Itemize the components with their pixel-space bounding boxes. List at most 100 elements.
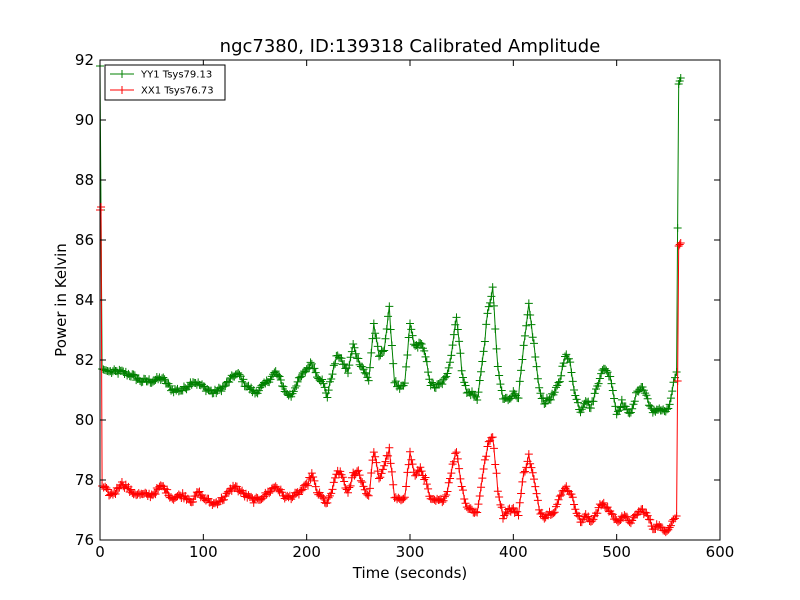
series-layer [96,62,685,537]
data-point [594,379,603,388]
data-point [247,492,256,501]
data-point [471,507,480,516]
data-point [406,447,414,456]
data-point [475,376,484,385]
data-point [665,523,674,532]
data-point [110,488,119,497]
data-point [274,371,283,380]
data-point [302,479,311,488]
data-point [533,374,542,383]
data-point [571,391,580,400]
data-point [520,331,529,340]
data-point [557,491,566,500]
data-point [440,492,449,501]
data-point [672,512,681,520]
data-point [453,454,462,463]
data-point [579,403,588,412]
data-point [522,321,531,330]
data-point [371,329,380,338]
data-point [378,465,387,474]
data-point [448,341,457,350]
data-point [384,451,393,460]
data-point [349,339,358,348]
data-point [453,325,462,334]
data-point [275,372,284,381]
data-point [664,404,673,413]
data-point [127,485,135,494]
data-point [150,489,159,498]
data-point [531,353,540,362]
data-point [567,368,576,377]
data-point [438,498,447,507]
data-point [350,343,359,352]
data-point [554,378,563,387]
x-axis-label: Time (seconds) [352,564,468,582]
data-point [586,404,595,413]
data-point [385,302,394,311]
legend-marker-xx1 [118,86,126,94]
y-tick-label: 90 [75,111,94,129]
data-point [480,337,489,346]
data-point [599,498,608,507]
data-point [417,467,426,476]
data-point [346,481,355,490]
data-point [218,496,227,505]
data-point [491,325,500,334]
data-point [372,458,381,467]
data-point [551,383,560,392]
data-point [365,484,374,493]
data-point [489,444,498,453]
data-point [588,516,597,525]
data-point [292,382,301,391]
data-point [345,483,354,492]
data-point [571,505,580,514]
series-markers-1 [96,203,685,537]
data-point [407,455,416,464]
data-point [324,493,333,502]
data-point [384,312,393,321]
data-point [479,347,488,356]
data-point [483,309,492,318]
data-point [458,486,467,495]
data-point [572,395,581,404]
data-point [387,341,396,350]
data-point [442,491,451,500]
data-point [293,377,302,386]
data-point [665,400,674,409]
data-point [298,485,307,494]
data-point [470,391,479,400]
data-point [607,509,616,518]
data-point [421,352,430,361]
data-point [372,334,381,343]
data-point [584,512,593,521]
data-point [617,395,626,404]
data-point [625,409,634,418]
data-point [510,389,519,398]
data-point [278,381,287,390]
data-point [524,299,533,308]
data-point [380,461,389,470]
data-point [97,203,106,211]
data-point [495,492,504,501]
data-point [400,379,409,388]
data-point [549,509,558,518]
data-point [360,485,369,494]
data-point [603,368,612,377]
series-markers-0 [96,62,685,419]
data-point [477,367,486,376]
data-point [479,465,488,474]
data-point [375,474,383,483]
data-point [103,485,112,494]
data-point [595,374,604,383]
data-point [536,389,545,398]
data-point [496,380,505,389]
data-point [391,377,400,386]
data-point [373,342,382,351]
data-point [607,379,616,388]
data-point [265,489,274,498]
data-point [363,373,372,382]
data-point [593,509,602,518]
data-point [554,495,563,504]
data-point [488,433,497,442]
data-point [630,397,639,406]
